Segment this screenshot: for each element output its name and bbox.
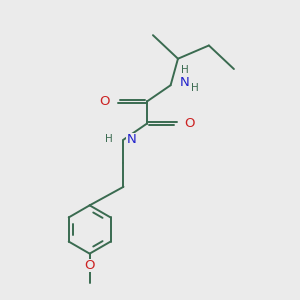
Text: H: H [190, 82, 198, 93]
Text: N: N [180, 76, 190, 89]
Text: O: O [185, 117, 195, 130]
Text: O: O [84, 259, 94, 272]
Text: N: N [126, 133, 136, 146]
Text: H: H [105, 134, 113, 143]
Text: O: O [99, 95, 110, 108]
Text: H: H [181, 65, 189, 75]
